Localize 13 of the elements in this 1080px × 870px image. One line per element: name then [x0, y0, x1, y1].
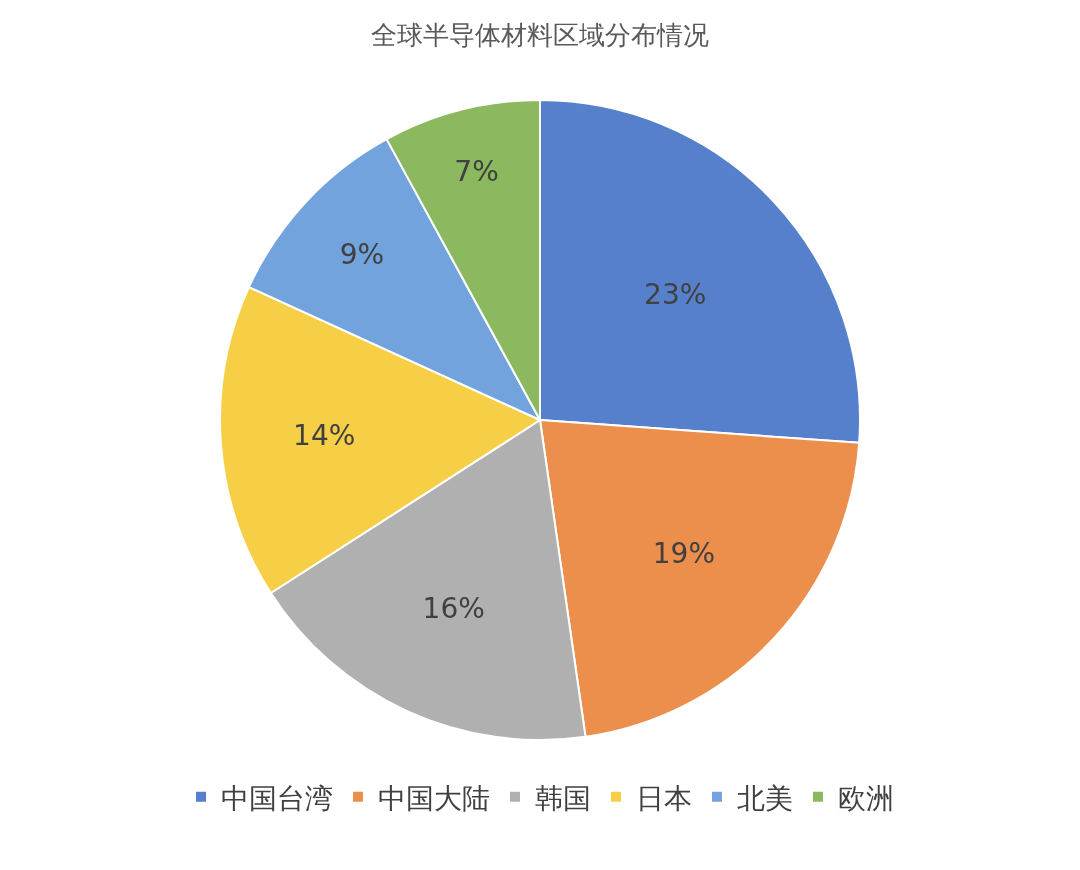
data-label: 19% [652, 537, 716, 571]
legend-label: 中国大陆 [378, 781, 490, 815]
legend-label: 北美 [737, 781, 793, 815]
data-label: 23% [644, 277, 707, 311]
legend-label: 中国台湾 [221, 781, 333, 815]
chart-title: 全球半导体材料区域分布情况 [371, 20, 709, 51]
legend-label: 欧洲 [838, 781, 894, 815]
data-label: 9% [339, 237, 385, 271]
legend-label: 韩国 [535, 781, 591, 815]
data-label: 7% [454, 154, 499, 188]
data-label: 14% [293, 418, 356, 452]
data-label: 16% [422, 592, 485, 626]
legend-label: 日本 [636, 781, 692, 815]
